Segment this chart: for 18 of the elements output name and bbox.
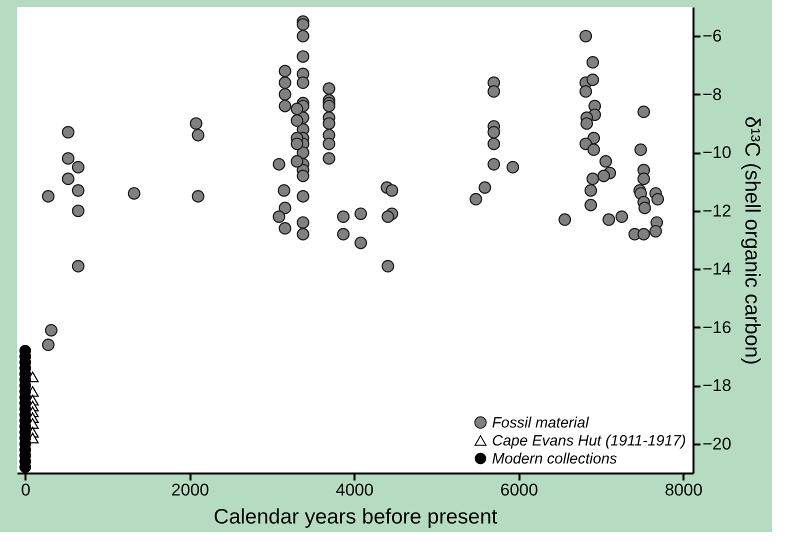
y-tick-label: −8 [702,84,722,104]
x-tick-label: 6000 [500,480,538,500]
y-tick-label: −18 [702,376,732,396]
x-tick-label: 8000 [664,480,703,500]
legend-label: Cape Evans Hut (1911-1917) [492,432,686,450]
y-tick-label: −12 [702,201,732,220]
x-tick-label: 2000 [171,480,210,500]
y-tick-label: −20 [702,434,732,454]
x-tick-label: 4000 [336,480,374,500]
y-axis-title: δ¹³C (shell organic carbon) [740,116,764,365]
y-tick-label: −14 [702,260,732,279]
x-axis-title: Calendar years before present [214,506,498,528]
y-tick-label: −16 [702,318,732,337]
x-tick-label: 0 [20,480,30,500]
y-tick-label: −10 [702,143,732,162]
legend-label: Modern collections [492,450,618,468]
legend-label: Fossil material [492,414,590,432]
y-tick-label: −6 [702,26,722,46]
